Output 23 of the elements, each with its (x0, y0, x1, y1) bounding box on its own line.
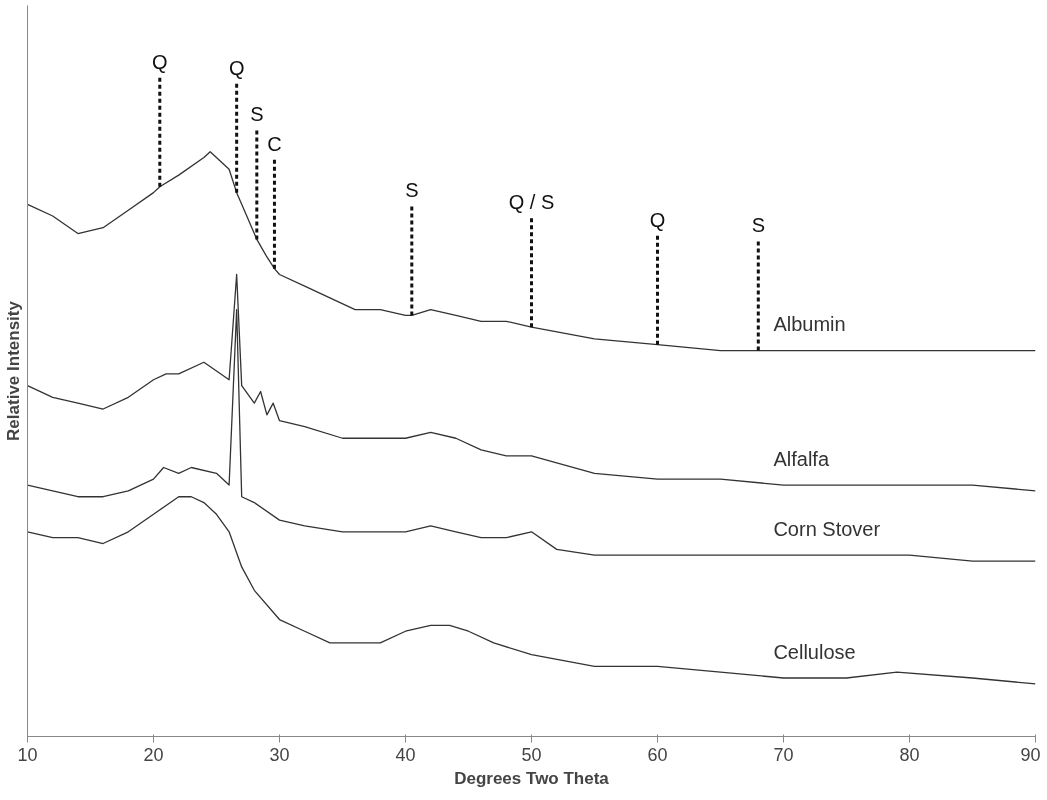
x-tick-label: 60 (647, 744, 668, 765)
annotation: S (250, 103, 264, 126)
x-tick-label: 70 (773, 744, 794, 765)
x-axis-title: Degrees Two Theta (454, 768, 610, 788)
x-tick-label: 30 (269, 744, 290, 765)
x-tick-label: 20 (143, 744, 164, 765)
x-tick-label: 40 (395, 744, 416, 765)
x-tick-label: 50 (521, 744, 542, 765)
series-label: Cellulose (773, 640, 856, 663)
annotation: S (751, 214, 765, 237)
series-label: Albumin (773, 313, 846, 336)
series-label: Corn Stover (773, 517, 881, 540)
annotation: Q / S (508, 191, 555, 214)
y-axis-title: Relative Intensity (3, 300, 23, 441)
annotation: Q (228, 56, 245, 79)
annotation: Q (649, 208, 666, 231)
annotation: S (405, 179, 419, 202)
annotation: Q (152, 50, 168, 73)
annotation: C (267, 132, 282, 155)
x-tick-label: 10 (17, 744, 38, 765)
x-tick-label: 90 (1020, 744, 1041, 765)
x-tick-label: 80 (899, 744, 920, 765)
series-label: Alfalfa (773, 447, 830, 470)
